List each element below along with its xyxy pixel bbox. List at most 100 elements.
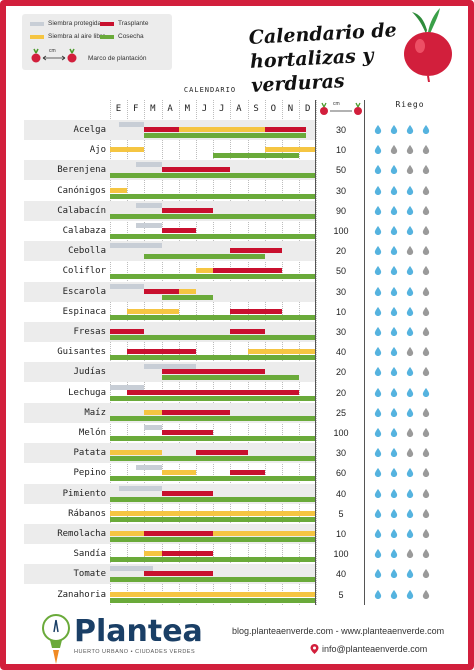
calendar-bar	[110, 496, 317, 502]
calendar-bar	[110, 314, 317, 320]
planting-distance: 40	[335, 569, 346, 580]
water-drop-full-icon	[374, 367, 382, 377]
water-drop-empty-icon	[422, 185, 430, 195]
crop-name: Remolacha	[57, 529, 106, 539]
calendar-bar	[110, 213, 317, 219]
water-drop-full-icon	[390, 407, 398, 417]
month-label: M	[150, 104, 156, 114]
legend-label: Trasplante	[118, 20, 149, 27]
water-drop-full-icon	[390, 347, 398, 357]
planting-distance: 5	[338, 589, 344, 600]
calendar-bar	[110, 283, 145, 289]
calendar-bar	[144, 254, 265, 260]
calendar-bar	[135, 465, 162, 471]
calendar-bar	[161, 294, 214, 300]
water-drop-full-icon	[406, 306, 414, 316]
calendar-bar	[135, 162, 162, 168]
calendar-bar	[127, 389, 300, 395]
calendar-bar	[110, 173, 317, 179]
column-separator	[315, 100, 316, 605]
water-drop-empty-icon	[422, 529, 430, 538]
water-drop-full-icon	[374, 407, 382, 417]
water-drop-empty-icon	[422, 205, 430, 215]
water-drop-full-icon	[374, 549, 382, 559]
calendar-bar	[230, 329, 265, 334]
calendar-bar	[110, 557, 317, 563]
calendar-bar	[110, 597, 317, 603]
water-drop-full-icon	[406, 185, 414, 195]
water-drop-full-icon	[390, 246, 398, 256]
water-drop-full-icon	[390, 327, 398, 336]
planting-distance: 25	[335, 407, 346, 418]
calendar-bar	[230, 470, 265, 476]
water-drop-full-icon	[374, 508, 382, 518]
crop-name: Judías	[73, 367, 106, 378]
radish-icon	[404, 8, 452, 82]
month-label: F	[132, 104, 139, 114]
crop-name: Rábanos	[68, 508, 106, 519]
calendar-bar	[161, 430, 214, 435]
planting-distance: 30	[335, 185, 346, 196]
crop-name: Sandía	[73, 549, 106, 560]
calendar-bar	[110, 537, 317, 542]
planting-distance: 50	[335, 165, 346, 176]
water-drop-empty-icon	[422, 569, 430, 579]
water-drop-full-icon	[390, 185, 398, 195]
calendar-bar	[110, 355, 317, 361]
water-drop-empty-icon	[422, 286, 430, 296]
month-label: J	[218, 104, 225, 114]
planting-distance: 30	[335, 286, 346, 297]
calendar-bar	[144, 288, 179, 294]
water-drop-empty-icon	[422, 488, 430, 498]
legend-label: Cosecha	[118, 33, 144, 40]
calendar-bar	[110, 384, 145, 390]
brand-name: Plantea	[74, 614, 203, 649]
water-drop-empty-icon	[422, 327, 430, 336]
calendar-bar	[161, 167, 231, 173]
title-line-2: hortalizas y verduras	[249, 44, 374, 97]
water-drop-full-icon	[406, 569, 414, 579]
crop-name: Maíz	[84, 407, 106, 418]
calendar-bar	[161, 207, 214, 213]
planting-distance: 10	[335, 306, 346, 317]
month-gridline	[213, 100, 215, 605]
water-drop-full-icon	[374, 468, 382, 478]
planting-distance: 60	[335, 468, 346, 479]
calendar-bar	[135, 223, 162, 228]
calendar-bar	[118, 122, 145, 127]
water-drop-full-icon	[374, 185, 382, 195]
planting-distance: 10	[335, 529, 346, 539]
footer-urls[interactable]: blog.planteaenverde.com - www.planteaenv…	[232, 626, 445, 636]
water-drop-full-icon	[374, 428, 382, 437]
crop-name: Lechuga	[68, 387, 106, 398]
crop-name: Patata	[73, 448, 106, 459]
crop-name: Calabacín	[57, 205, 106, 216]
legend-label: Siembra al aire libre	[48, 33, 106, 40]
water-drop-empty-icon	[422, 428, 430, 437]
footer-email[interactable]: info@planteaenverde.com	[322, 644, 428, 654]
water-drop-full-icon	[390, 306, 398, 316]
calendar-bar	[144, 133, 307, 138]
water-drop-full-icon	[390, 468, 398, 478]
month-label: E	[115, 104, 122, 114]
water-drop-full-icon	[390, 125, 398, 134]
water-drop-full-icon	[374, 448, 382, 458]
calendar-bar	[110, 193, 317, 199]
water-drop-empty-icon	[422, 145, 430, 155]
calendar-bar	[144, 531, 214, 536]
calendar-bar	[110, 335, 317, 340]
brand-tagline: HUERTO URBANO • CIUDADES VERDES	[74, 649, 196, 655]
calendar-bar	[127, 349, 196, 355]
month-gridline	[316, 100, 318, 605]
water-drop-full-icon	[406, 589, 414, 599]
water-drop-empty-icon	[406, 145, 414, 155]
calendar-bar	[110, 531, 317, 536]
water-drop-full-icon	[406, 508, 414, 518]
planting-distance: 10	[335, 145, 346, 156]
planting-distance: 40	[335, 347, 346, 358]
crop-name: Pimiento	[62, 488, 106, 499]
water-drop-full-icon	[390, 488, 398, 498]
water-drop-full-icon	[374, 205, 382, 215]
calendar-bar	[110, 450, 162, 456]
